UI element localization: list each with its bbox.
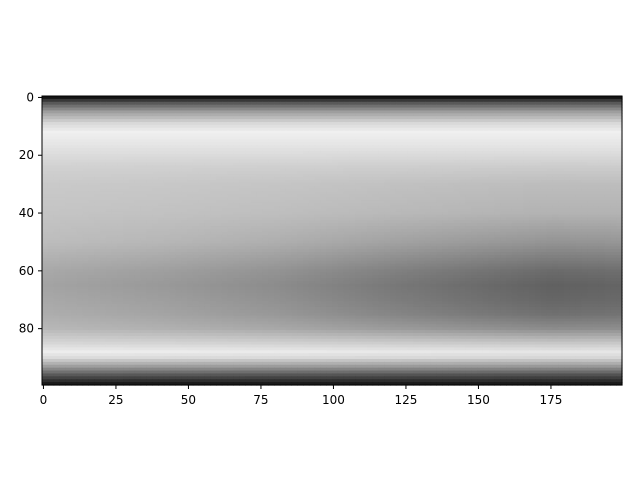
heatmap-image xyxy=(42,96,623,386)
